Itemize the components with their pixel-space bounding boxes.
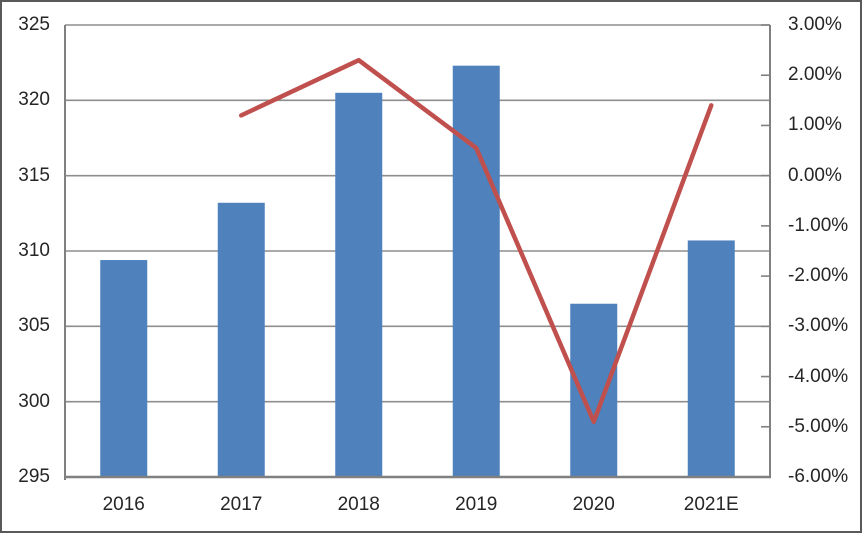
right-axis-tick-label: -1.00% (788, 214, 849, 236)
bar (100, 260, 148, 477)
right-axis-tick-label: -4.00% (788, 365, 849, 387)
x-axis-category-label: 2020 (572, 494, 615, 515)
x-axis-category-label: 2016 (102, 494, 145, 515)
left-axis-tick-label: 295 (18, 466, 50, 487)
right-axis-tick-label: -3.00% (788, 315, 849, 337)
bar (570, 303, 618, 477)
right-axis-tick-label: 3.00% (788, 14, 842, 35)
bar (452, 65, 500, 478)
left-axis-tick-label: 325 (18, 14, 50, 35)
left-axis-tick-label: 300 (18, 390, 50, 412)
right-axis-tick-label: -2.00% (788, 265, 849, 287)
right-axis-tick-label: -5.00% (788, 415, 849, 437)
bar (687, 240, 735, 477)
left-axis-tick-label: 305 (18, 315, 50, 337)
right-axis-tick-label: 2.00% (788, 64, 842, 86)
bar (335, 92, 383, 478)
left-axis-tick-label: 320 (18, 89, 50, 111)
x-axis-category-label: 2021E (683, 494, 739, 515)
x-axis-category-label: 2018 (337, 494, 380, 515)
right-axis-tick-label: 1.00% (788, 114, 842, 136)
growth-line (239, 57, 714, 425)
x-axis-category-label: 2017 (220, 494, 263, 515)
right-axis-tick-label: 0.00% (788, 164, 842, 186)
bar (217, 202, 265, 477)
left-axis-tick-label: 310 (18, 240, 50, 261)
right-axis-tick-label: -6.00% (788, 466, 849, 487)
x-axis-category-label: 2019 (455, 494, 498, 515)
left-axis-tick-label: 315 (18, 164, 50, 186)
